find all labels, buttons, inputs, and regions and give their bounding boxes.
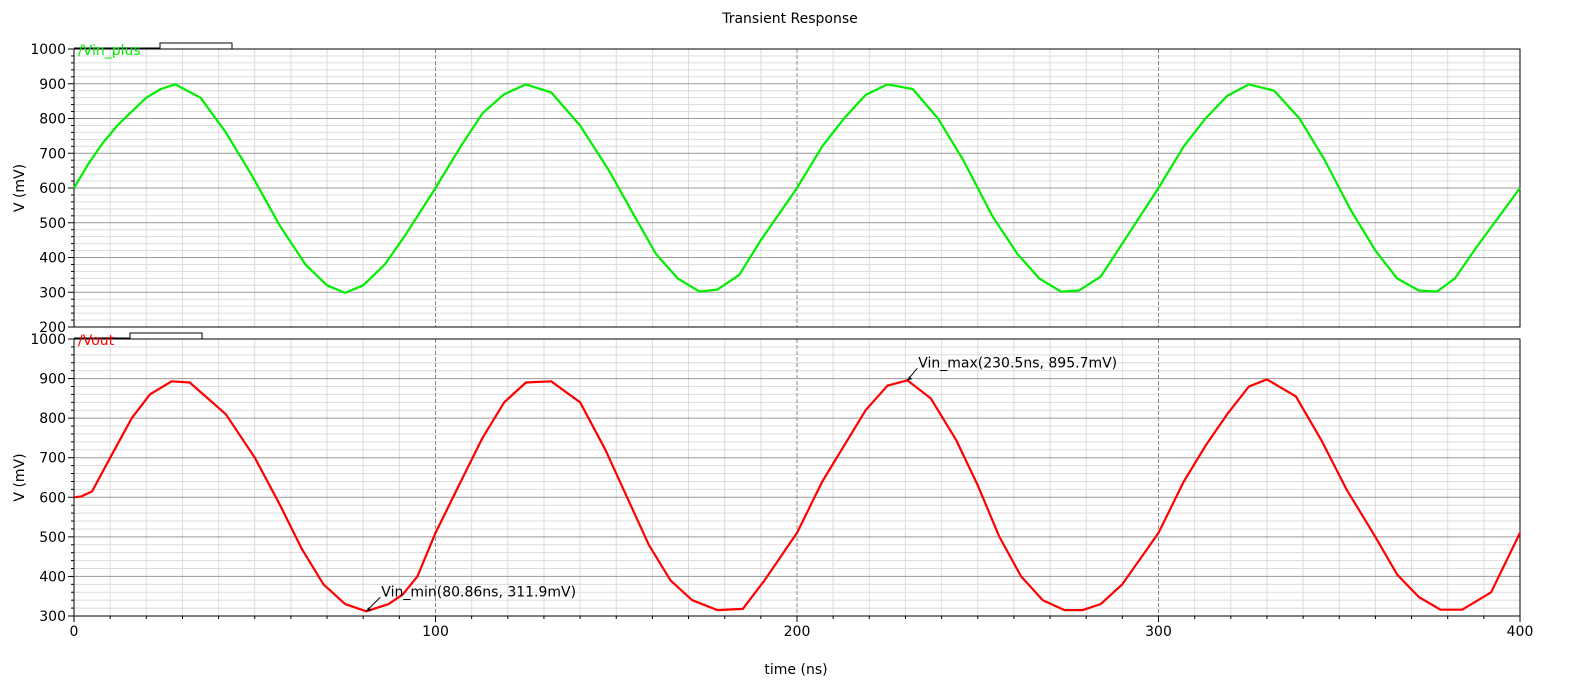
y-tick-label: 400 bbox=[39, 251, 66, 267]
y-tick-label: 1000 bbox=[30, 42, 66, 58]
y-tick-label: 900 bbox=[39, 77, 66, 93]
y-axis-label: V (mV) bbox=[12, 453, 28, 501]
x-tick-label: 200 bbox=[784, 624, 811, 640]
x-tick-label: 0 bbox=[70, 624, 79, 640]
x-axis: 0 100 200 300 400 bbox=[70, 616, 1534, 640]
legend-label: /Vout bbox=[78, 333, 115, 349]
y-tick-label: 600 bbox=[39, 490, 66, 506]
marker-label: Vin_min(80.86ns, 311.9mV) bbox=[381, 584, 576, 600]
y-tick-label: 800 bbox=[39, 411, 66, 427]
x-tick-label: 400 bbox=[1507, 624, 1534, 640]
y-tick-label: 500 bbox=[39, 216, 66, 232]
y-axis-label: V (mV) bbox=[12, 164, 28, 212]
y-tick-label: 300 bbox=[39, 285, 66, 301]
x-axis-label: time (ns) bbox=[764, 662, 827, 678]
y-tick-label: 900 bbox=[39, 372, 66, 388]
chart-title: Transient Response bbox=[721, 11, 858, 27]
y-tick-label: 800 bbox=[39, 112, 66, 128]
x-tick-label: 300 bbox=[1145, 624, 1172, 640]
y-tick-label: 700 bbox=[39, 146, 66, 162]
y-tick-label: 700 bbox=[39, 451, 66, 467]
marker-label: Vin_max(230.5ns, 895.7mV) bbox=[918, 355, 1117, 371]
y-tick-label: 400 bbox=[39, 569, 66, 585]
y-tick-label: 500 bbox=[39, 530, 66, 546]
x-tick-label: 100 bbox=[422, 624, 449, 640]
y-tick-label: 1000 bbox=[30, 332, 66, 348]
legend-label: /Vin_plus bbox=[78, 43, 141, 59]
y-tick-label: 300 bbox=[39, 609, 66, 625]
panel-vout: 300 400 500 600 700 800 900 1000 V (mV) /Vout Vin_… bbox=[12, 332, 1520, 625]
y-tick-label: 600 bbox=[39, 181, 66, 197]
